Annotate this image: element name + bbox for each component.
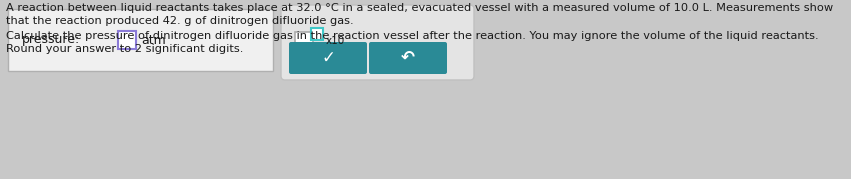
FancyBboxPatch shape	[369, 42, 447, 74]
Text: atm: atm	[141, 33, 166, 47]
FancyBboxPatch shape	[8, 9, 273, 71]
Text: Calculate the pressure of dinitrogen difluoride gas in the reaction vessel after: Calculate the pressure of dinitrogen dif…	[6, 31, 819, 41]
FancyBboxPatch shape	[289, 42, 367, 74]
Text: pressure:: pressure:	[22, 33, 80, 47]
Text: ↶: ↶	[401, 49, 415, 67]
Text: that the reaction produced 42. g of dinitrogen difluoride gas.: that the reaction produced 42. g of dini…	[6, 16, 354, 26]
FancyBboxPatch shape	[118, 31, 136, 49]
Text: Round your answer to 2 significant digits.: Round your answer to 2 significant digit…	[6, 44, 243, 54]
FancyBboxPatch shape	[311, 28, 323, 40]
Text: x10: x10	[326, 36, 346, 46]
Text: A reaction between liquid reactants takes place at 32.0 °C in a sealed, evacuate: A reaction between liquid reactants take…	[6, 3, 833, 13]
FancyBboxPatch shape	[281, 5, 474, 80]
Text: ✓: ✓	[321, 49, 335, 67]
FancyBboxPatch shape	[295, 32, 313, 50]
